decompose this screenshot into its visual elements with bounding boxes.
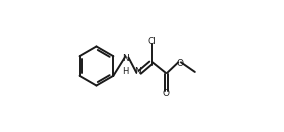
Text: Cl: Cl: [147, 37, 156, 46]
Text: H: H: [122, 67, 129, 76]
Text: O: O: [163, 89, 170, 98]
Text: O: O: [176, 59, 183, 68]
Text: N: N: [134, 67, 141, 76]
Text: N: N: [122, 54, 129, 63]
